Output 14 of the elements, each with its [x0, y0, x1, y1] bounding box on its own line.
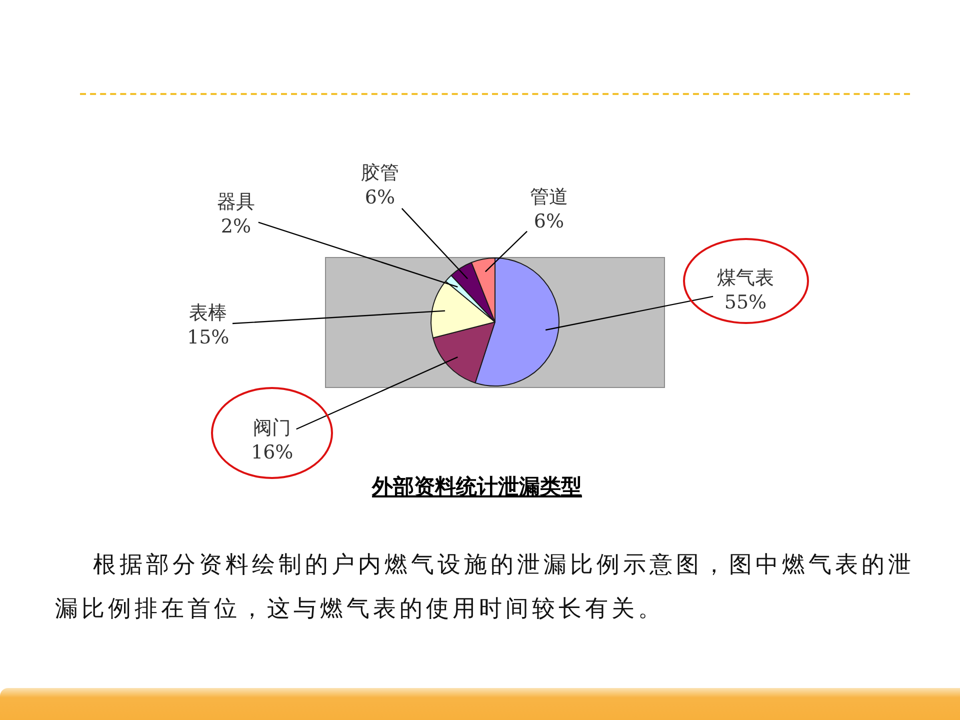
data-label: 55%: [724, 292, 767, 314]
slice-label: 器具: [217, 191, 255, 213]
slice-label: 胶管: [361, 162, 399, 184]
slice-label: 管道: [530, 186, 568, 208]
data-label: 15%: [187, 326, 230, 349]
data-label: 2%: [220, 216, 252, 238]
data-label: 6%: [364, 186, 396, 209]
slice-label: 表棒: [189, 302, 228, 324]
text: 外部资料统计泄漏类型: [371, 473, 582, 498]
data-label: 6%: [534, 210, 564, 233]
slice-label: 阀门: [253, 417, 292, 439]
data-label: 16%: [251, 442, 294, 464]
text: 根据部分资料绘制的户内燃气设施的泄漏比例示意图，图中燃气表的泄漏比例排在首位，这与燃气表的使用时间较长有关。: [55, 551, 916, 624]
slice-label: 煤气表: [717, 267, 774, 289]
